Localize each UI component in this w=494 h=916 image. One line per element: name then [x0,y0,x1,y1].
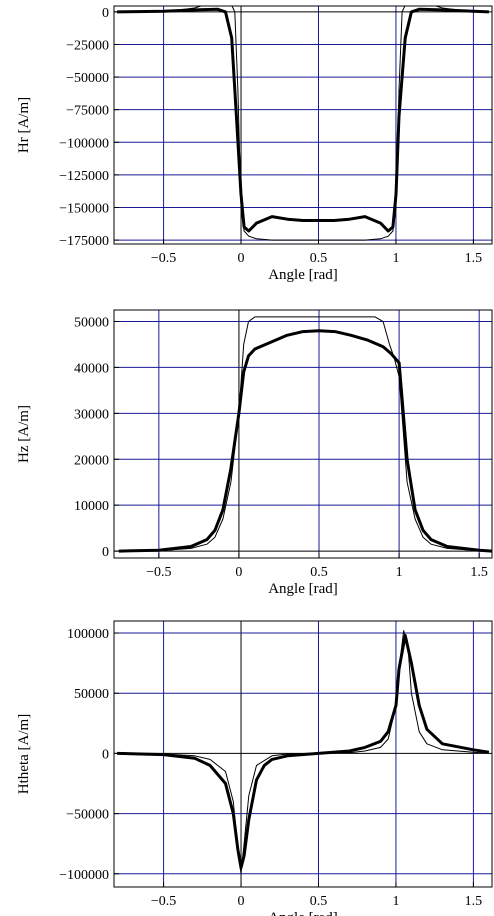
x-tick-label: 1 [392,251,399,266]
y-axis-label: Htheta [A/m] [16,714,32,794]
x-tick-label: −0.5 [151,251,176,266]
series-line-thin [118,316,492,552]
y-tick-label: 30000 [74,407,109,422]
y-tick-label: −125000 [59,169,109,184]
x-tick-label: 1.5 [465,894,483,909]
x-tick-label: 1.5 [470,565,488,580]
x-axis-label: Angle [rad] [268,267,338,283]
x-tick-label: 0 [238,894,245,909]
y-tick-label: −150000 [59,201,109,216]
y-tick-label: 100000 [67,627,109,642]
y-tick-label: −75000 [66,104,109,119]
y-tick-label: −100000 [59,136,109,151]
x-axis-label: Angle [rad] [268,910,338,916]
y-tick-label: 0 [102,545,109,560]
y-tick-label: 20000 [74,453,109,468]
series-line-thin [117,6,489,241]
x-tick-label: 0 [235,565,242,580]
y-tick-label: −50000 [66,808,109,823]
y-axis-label: Hr [A/m] [16,97,32,153]
series-line-thick [117,633,490,870]
y-axis-label: Hz [A/m] [16,405,32,463]
x-tick-label: 0 [238,251,245,266]
plot-frame [113,620,493,888]
x-tick-label: 0.5 [310,565,328,580]
y-tick-label: 0 [102,6,109,21]
chart-3: −0.5 0 0.5 1 1.5 100000 50000 0 −50000 −100000 Ang… [16,620,493,916]
x-axis-label: Angle [rad] [268,581,338,597]
y-tick-label: 10000 [74,499,109,514]
y-tick-label: −175000 [59,234,109,249]
series-line-thin [117,630,489,875]
x-tick-label: 0.5 [310,251,328,266]
x-tick-label: 1 [392,894,399,909]
x-tick-label: −0.5 [146,565,171,580]
chart-1: −0.5 0 0.5 1 1.5 0 −25000 −50000 −75000 −100000 −1… [16,5,493,283]
x-tick-label: −0.5 [151,894,176,909]
y-tick-label: 50000 [74,687,109,702]
chart-2: −0.5 0 0.5 1 1.5 0 10000 20000 30000 40000 50000 An… [16,309,493,597]
y-tick-label: −25000 [66,38,109,53]
plot-frame [113,5,493,245]
x-tick-label: 1 [396,565,403,580]
x-tick-label: 0.5 [310,894,328,909]
y-tick-label: 0 [102,747,109,762]
y-tick-label: 50000 [74,315,109,330]
y-tick-label: −100000 [59,868,109,883]
series-line-thick [118,329,492,553]
series-line-thick [117,7,489,233]
x-tick-label: 1.5 [465,251,483,266]
plot-frame [113,309,493,559]
y-tick-label: −50000 [66,71,109,86]
y-tick-label: 40000 [74,361,109,376]
